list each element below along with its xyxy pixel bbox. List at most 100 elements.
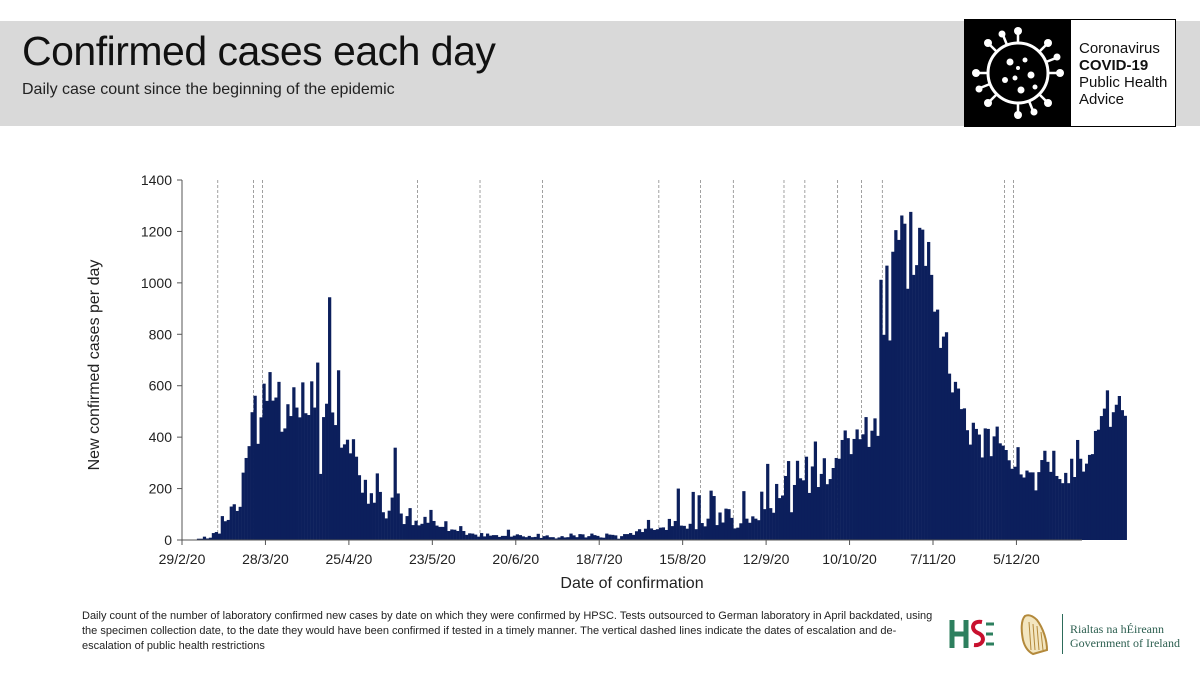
bar [387, 510, 391, 540]
bar [518, 535, 522, 540]
bar [262, 383, 266, 540]
bar [932, 311, 937, 540]
bar [295, 407, 299, 540]
bar [432, 520, 436, 540]
bar [512, 535, 517, 540]
axes: 0 200 400 600 800 1000 1200 1400 29/2/20 28/3/20 2… [141, 172, 1082, 567]
bar [539, 537, 543, 540]
bar [1001, 445, 1005, 540]
bar [989, 456, 993, 540]
bar [524, 537, 528, 540]
bar [491, 535, 496, 540]
bar [381, 512, 385, 540]
bar [1108, 426, 1113, 540]
bar [244, 457, 248, 540]
bar [450, 529, 454, 540]
bar [1102, 408, 1107, 540]
bar [530, 537, 534, 540]
brand-line-4: Advice [1079, 91, 1125, 108]
bar [488, 535, 493, 540]
bar [474, 534, 478, 540]
bar [804, 456, 809, 540]
bar [390, 497, 394, 540]
bar [867, 446, 871, 540]
bar [482, 536, 487, 540]
bar [772, 512, 776, 540]
bar [1096, 429, 1101, 540]
bar [891, 251, 895, 540]
bar [646, 519, 651, 540]
bar [879, 279, 883, 540]
bar [235, 510, 239, 540]
bar [548, 537, 552, 540]
bar [661, 527, 666, 540]
bar [336, 370, 341, 540]
bar [1064, 472, 1068, 540]
bar [1004, 450, 1008, 540]
x-tick-label: 20/6/20 [492, 551, 539, 567]
bar [506, 529, 511, 540]
brand-line-1: Coronavirus [1079, 40, 1160, 57]
bar [801, 480, 806, 540]
bar [247, 446, 251, 540]
bar [974, 428, 978, 540]
bar [1067, 483, 1071, 540]
bar [587, 536, 591, 540]
bar [927, 241, 931, 540]
bar [947, 373, 952, 540]
bar [676, 488, 680, 540]
bar [1046, 461, 1050, 540]
bar [795, 460, 800, 540]
bar [366, 503, 370, 540]
bar [810, 466, 815, 540]
bar [286, 404, 290, 540]
bar [640, 532, 645, 540]
bar [828, 479, 832, 540]
bar [730, 517, 734, 540]
bar [679, 525, 683, 540]
bar [789, 512, 794, 540]
bar [840, 439, 844, 540]
bar [453, 529, 457, 540]
bar [1111, 412, 1116, 540]
bar [843, 430, 847, 540]
bar [369, 493, 373, 540]
bar [265, 400, 269, 540]
bar [959, 409, 964, 540]
y-tick-label: 200 [149, 481, 173, 497]
bar [1090, 454, 1095, 540]
bar [229, 506, 233, 540]
bar [849, 454, 853, 540]
bar [441, 526, 445, 540]
x-tick-label: 10/10/20 [822, 551, 877, 567]
hse-logo [948, 614, 996, 659]
bar [578, 534, 582, 540]
bar [199, 538, 204, 540]
bar [435, 525, 439, 540]
bar [855, 429, 859, 540]
bar [211, 533, 216, 540]
bar [786, 461, 791, 540]
bar [924, 265, 928, 540]
x-tick-label: 5/12/20 [993, 551, 1040, 567]
bar [596, 535, 600, 540]
bar [807, 492, 812, 540]
bar [1037, 472, 1041, 540]
bar [1099, 416, 1104, 540]
bar [736, 527, 740, 540]
bar [277, 381, 281, 540]
bar [575, 537, 579, 540]
bar [1031, 472, 1035, 540]
bar [792, 484, 797, 540]
bar [1073, 477, 1077, 540]
bar [697, 495, 701, 540]
bar [372, 502, 376, 540]
bar [846, 438, 850, 540]
bar [328, 297, 332, 540]
bar [345, 439, 350, 540]
bar [873, 418, 877, 540]
bar [405, 516, 409, 540]
bar [1007, 460, 1011, 540]
bar [396, 493, 400, 540]
bar [760, 491, 764, 540]
